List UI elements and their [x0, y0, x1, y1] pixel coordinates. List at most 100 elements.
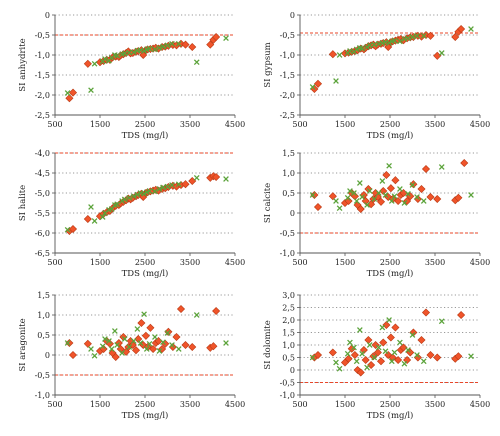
cross-point [379, 324, 386, 331]
cross-point [386, 317, 392, 323]
cross-point [99, 343, 106, 350]
cross-point [175, 181, 182, 188]
cross-point [388, 198, 395, 204]
y-tick-label: -1,0 [35, 391, 50, 400]
diamond-point [344, 354, 353, 363]
cross-point [356, 180, 363, 186]
cross-point [397, 38, 403, 45]
diamond-point [386, 184, 395, 193]
cross-point [420, 198, 427, 204]
diamond-point [417, 335, 426, 345]
cross-point [359, 194, 365, 200]
diamond-point [382, 320, 391, 330]
cross-point [146, 340, 153, 347]
y-tick-label: 0 [45, 351, 50, 360]
cross-point [156, 186, 163, 192]
x-tick-label: 500 [47, 400, 62, 409]
x-tick-label: 500 [292, 120, 307, 129]
diamond-point [313, 350, 323, 360]
diamond-point [134, 334, 143, 344]
diamond-point [188, 176, 197, 186]
y-tick-label: 0 [290, 11, 295, 20]
y-tick-label: -2,5 [280, 111, 295, 120]
cross-point [156, 44, 163, 51]
cross-point [333, 359, 339, 366]
cross-point [371, 196, 378, 202]
diamond-point [181, 340, 190, 350]
cross-point [391, 37, 398, 44]
x-tick-label: 1500 [335, 258, 355, 267]
cross-point [91, 218, 98, 224]
diamond-point [367, 360, 376, 370]
cross-point [347, 48, 353, 54]
cross-point [438, 50, 445, 56]
y-tick-label: -0,5 [280, 31, 295, 40]
diamond-point [328, 192, 337, 201]
x-tick-label: 4500 [225, 120, 245, 129]
cross-point [114, 342, 120, 348]
y-tick-label: 0 [45, 11, 50, 20]
cross-point [88, 87, 94, 94]
diamond-point [379, 338, 388, 347]
x-tick-label: 1500 [90, 400, 110, 409]
y-tick-label: -1,5 [35, 71, 50, 80]
diamond-point [376, 197, 386, 206]
x-tick-label: 2500 [135, 120, 155, 129]
cross-point [364, 364, 370, 371]
diamond-point [181, 180, 190, 189]
cross-point [366, 188, 373, 194]
cross-point [397, 339, 403, 346]
cross-point [371, 41, 378, 48]
cross-point [309, 192, 316, 198]
diamond-point [359, 345, 368, 355]
cross-point [193, 174, 200, 181]
cross-point [126, 194, 133, 201]
cross-point [405, 190, 411, 197]
y-tick-label: -5,5 [35, 209, 50, 218]
cross-point [382, 348, 389, 355]
cross-point [143, 346, 150, 352]
cross-point [88, 346, 94, 352]
cross-point [169, 40, 175, 47]
cross-point [391, 193, 398, 200]
cross-point [366, 342, 373, 348]
diamond-point [376, 357, 386, 366]
diamond-point [128, 340, 137, 350]
x-tick-label: 2500 [380, 258, 400, 267]
y-tick-label: -0,5 [35, 31, 50, 40]
x-tick-label: 2500 [380, 120, 400, 129]
cross-point [102, 56, 108, 62]
diamond-point [394, 355, 403, 365]
diamond-point [361, 196, 370, 206]
diamond-point [68, 350, 78, 360]
diamond-point [454, 193, 463, 202]
x-axis-label: TDS (mg/l) [122, 268, 169, 279]
x-tick-label: 1500 [90, 120, 110, 129]
y-tick-label: 0,5 [282, 354, 295, 363]
y-tick-label: -1,0 [280, 391, 295, 400]
cross-point [386, 162, 392, 169]
diamond-point [111, 352, 120, 362]
cross-point [409, 332, 416, 338]
cross-point [175, 346, 182, 352]
diamond-point [188, 42, 197, 52]
diamond-point [379, 186, 388, 196]
cross-point [336, 365, 343, 372]
y-axis-label: SI anhydrite [18, 38, 28, 91]
x-tick-label: 4500 [225, 400, 245, 409]
cross-point [420, 32, 427, 39]
cross-point [152, 46, 158, 53]
cross-point [169, 342, 175, 348]
x-axis-label: TDS (mg/l) [122, 130, 169, 141]
y-axis-label: SI gypsum [263, 42, 273, 87]
cross-point [114, 52, 120, 59]
y-tick-label: -4,5 [35, 169, 50, 178]
cross-point [160, 43, 166, 50]
cross-point [160, 339, 166, 346]
cross-point [391, 349, 398, 356]
diamond-point [131, 346, 141, 355]
